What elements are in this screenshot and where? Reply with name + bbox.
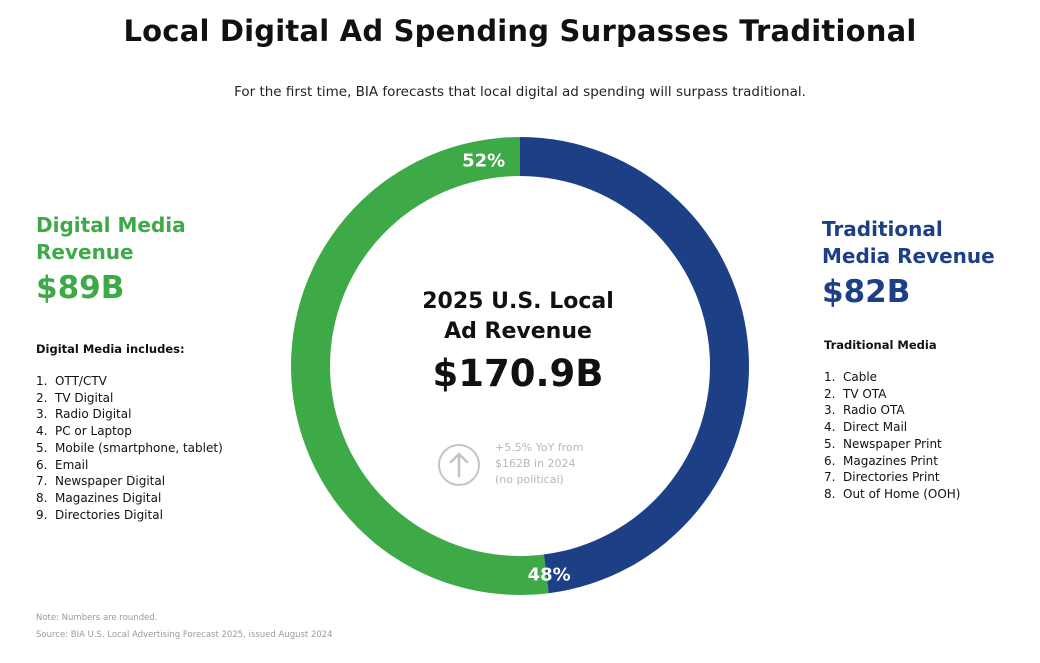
center-title-line2: Ad Revenue xyxy=(444,319,592,344)
donut-slice-labels: 52% 48% xyxy=(462,151,571,586)
traditional-media-item-label: Out of Home (OOH) xyxy=(843,486,961,501)
digital-media-item-number: 4. xyxy=(36,424,48,439)
traditional-media-item-label: Radio OTA xyxy=(843,403,905,418)
digital-slice xyxy=(291,137,549,595)
donut-slices xyxy=(291,137,750,595)
traditional-media-item-number: 4. xyxy=(824,420,836,435)
traditional-media-item: 2. TV OTA xyxy=(824,386,960,403)
digital-media-item-label: Magazines Digital xyxy=(55,490,162,505)
traditional-media-item-label: Magazines Print xyxy=(843,453,938,468)
growth-line3: (no political) xyxy=(495,473,564,486)
traditional-slice xyxy=(520,137,750,594)
digital-media-item: 6. Email xyxy=(36,457,223,474)
center-title-line1: 2025 U.S. Local xyxy=(422,289,614,314)
traditional-media-item-number: 2. xyxy=(824,386,836,401)
traditional-media-item-label: TV OTA xyxy=(843,386,887,401)
arrow-up-circle-icon xyxy=(438,444,480,486)
traditional-media-item-number: 7. xyxy=(824,470,836,485)
digital-list-title: Digital Media includes: xyxy=(36,342,185,356)
digital-media-item-number: 1. xyxy=(36,374,48,388)
digital-media-item-number: 8. xyxy=(36,490,48,505)
traditional-heading-line2: Media Revenue xyxy=(822,244,995,268)
traditional-media-item: 8. Out of Home (OOH) xyxy=(824,486,960,503)
digital-media-item-number: 6. xyxy=(36,457,48,472)
digital-media-item: 1. OTT/CTV xyxy=(36,373,223,390)
traditional-slice-label: 48% xyxy=(528,564,571,585)
footer-note: Note: Numbers are rounded. xyxy=(36,613,158,623)
center-total: $170.9B xyxy=(433,352,604,395)
traditional-media-item-number: 6. xyxy=(824,453,836,468)
traditional-media-item: 4. Direct Mail xyxy=(824,419,960,436)
digital-media-item-number: 2. xyxy=(36,390,48,405)
digital-media-item: 5. Mobile (smartphone, tablet) xyxy=(36,440,223,457)
digital-media-item: 4. PC or Laptop xyxy=(36,423,223,440)
traditional-media-item: 6. Magazines Print xyxy=(824,453,960,470)
chart-subtitle: For the first time, BIA forecasts that l… xyxy=(234,84,806,100)
traditional-media-item-number: 5. xyxy=(824,436,836,451)
traditional-media-item-number: 8. xyxy=(824,486,836,501)
digital-media-item-label: Radio Digital xyxy=(55,407,132,422)
traditional-list-title: Traditional Media xyxy=(824,338,937,352)
traditional-media-item-label: Direct Mail xyxy=(843,420,908,435)
traditional-media-item-label: Cable xyxy=(843,370,878,384)
digital-media-item: 2. TV Digital xyxy=(36,390,223,407)
digital-media-item-number: 9. xyxy=(36,507,48,522)
digital-media-item: 7. Newspaper Digital xyxy=(36,473,223,490)
digital-amount: $89B xyxy=(36,270,125,306)
digital-media-item-number: 7. xyxy=(36,474,48,489)
digital-media-item-label: Mobile (smartphone, tablet) xyxy=(55,440,223,455)
digital-media-item-number: 3. xyxy=(36,407,48,422)
traditional-media-item: 7. Directories Print xyxy=(824,469,960,486)
digital-media-item: 8. Magazines Digital xyxy=(36,490,223,507)
traditional-media-item-number: 1. xyxy=(824,370,836,384)
digital-media-item-number: 5. xyxy=(36,440,48,455)
growth-line2: $162B in 2024 xyxy=(495,457,576,470)
traditional-media-item-label: Newspaper Print xyxy=(843,436,942,451)
digital-media-item-label: Newspaper Digital xyxy=(55,474,166,489)
traditional-heading-line1: Traditional xyxy=(822,217,943,241)
traditional-summary: Traditional Media Revenue $82B xyxy=(822,216,995,312)
digital-heading-line1: Digital Media xyxy=(36,213,186,237)
digital-media-item-label: Email xyxy=(55,457,89,472)
digital-heading-line2: Revenue xyxy=(36,240,134,264)
traditional-media-item: 1. Cable xyxy=(824,369,960,386)
digital-media-item-label: Directories Digital xyxy=(55,507,163,522)
digital-media-item: 9. Directories Digital xyxy=(36,507,223,524)
traditional-media-item-label: Directories Print xyxy=(843,470,940,485)
traditional-amount: $82B xyxy=(822,274,911,310)
digital-summary: Digital Media Revenue $89B xyxy=(36,212,186,308)
growth-line1: +5.5% YoY from xyxy=(495,441,583,454)
traditional-media-item: 3. Radio OTA xyxy=(824,402,960,419)
digital-media-item-label: OTT/CTV xyxy=(55,374,107,388)
traditional-media-item: 5. Newspaper Print xyxy=(824,436,960,453)
digital-media-item: 3. Radio Digital xyxy=(36,406,223,423)
digital-media-item-label: PC or Laptop xyxy=(55,424,132,439)
traditional-media-list: 1. Cable 2. TV OTA 3. Radio OTA 4. Direct Mail 5… xyxy=(824,369,960,503)
digital-media-list: 1. OTT/CTV 2. TV Digital 3. Radio Digital 4. PC… xyxy=(36,373,223,523)
digital-media-item-label: TV Digital xyxy=(55,390,114,405)
footer-source: Source: BIA U.S. Local Advertising Forec… xyxy=(36,630,333,640)
digital-slice-label: 52% xyxy=(462,151,505,172)
traditional-media-item-number: 3. xyxy=(824,403,836,418)
chart-title: Local Digital Ad Spending Surpasses Trad… xyxy=(123,14,917,48)
